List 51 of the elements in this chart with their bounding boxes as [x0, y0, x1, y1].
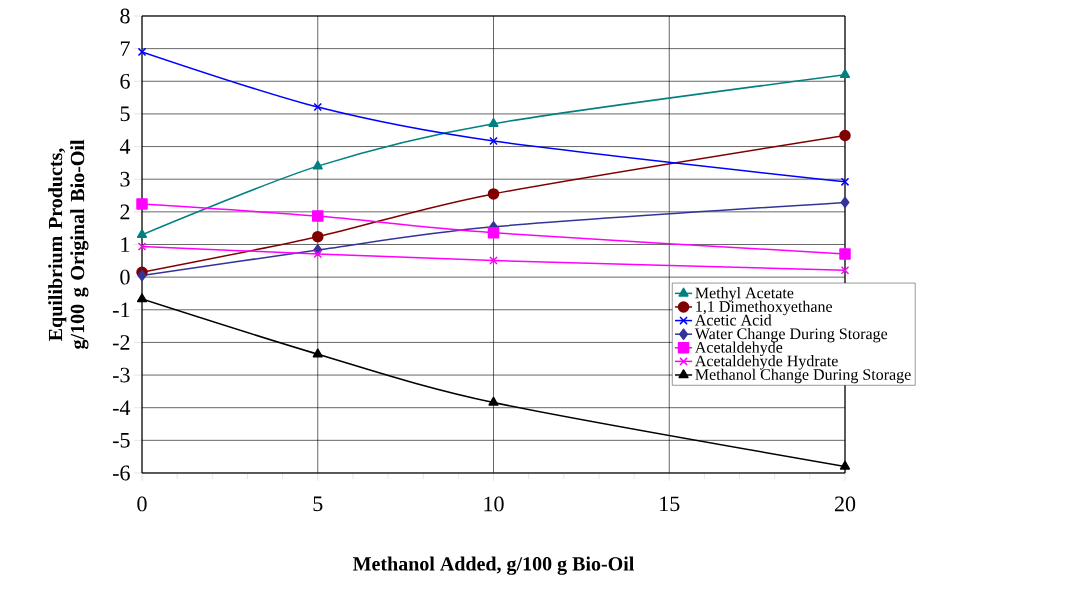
y-tick-label: -3 — [112, 367, 130, 383]
x-tick-label: 20 — [834, 496, 856, 512]
x-tick-label: 5 — [313, 496, 323, 512]
point — [489, 136, 498, 146]
point — [312, 160, 323, 170]
y-axis-title: Equilibrium Products, g/100 g Original Bio-Oil — [48, 139, 89, 349]
point — [840, 177, 850, 187]
y-tick-label: 1 — [121, 237, 130, 252]
legend-label: Methanol Change During Storage — [695, 368, 911, 384]
point — [839, 129, 851, 142]
legend-label: Acetaldehyde — [694, 341, 783, 357]
y-tick-label: -4 — [112, 400, 131, 415]
y-tick-label: 4 — [119, 139, 131, 154]
y-tick-label: -2 — [112, 335, 130, 350]
y-tick-label: -5 — [112, 433, 130, 448]
x-tick-label: 10 — [484, 496, 504, 512]
point — [136, 293, 148, 303]
point — [488, 396, 499, 406]
point — [137, 47, 147, 57]
point — [839, 68, 851, 78]
y-tick-label: 2 — [120, 204, 130, 220]
point — [839, 460, 851, 470]
point — [840, 196, 850, 209]
y-tick-label: 7 — [120, 41, 130, 56]
y-tick-label: 5 — [120, 106, 130, 122]
point — [136, 228, 148, 238]
legend-label: Acetaldehyde Hydrate — [694, 355, 838, 370]
x-tick-label: 15 — [660, 496, 680, 512]
point — [137, 269, 147, 282]
point — [312, 230, 324, 243]
y-tick-label: 0 — [120, 269, 130, 285]
y-tick-label: -6 — [112, 465, 130, 481]
point — [489, 256, 498, 265]
point — [312, 210, 324, 222]
point — [488, 117, 499, 127]
y-tick-label: 6 — [120, 73, 130, 89]
y-tick-label: -1 — [112, 302, 130, 318]
point — [839, 248, 851, 260]
point — [312, 348, 323, 358]
point — [313, 102, 323, 112]
x-tick-label: 0 — [137, 496, 147, 512]
point — [840, 265, 850, 275]
point — [137, 242, 147, 251]
point — [313, 249, 323, 259]
y-tick-label: 3 — [120, 171, 130, 187]
x-axis-title: Methanol Added, g/100 g Bio-Oil — [353, 556, 634, 575]
legend-label: Acetic Acid — [694, 314, 772, 326]
point — [136, 198, 148, 210]
point — [487, 226, 500, 239]
point — [487, 188, 500, 200]
y-tick-label: 8 — [120, 8, 130, 24]
